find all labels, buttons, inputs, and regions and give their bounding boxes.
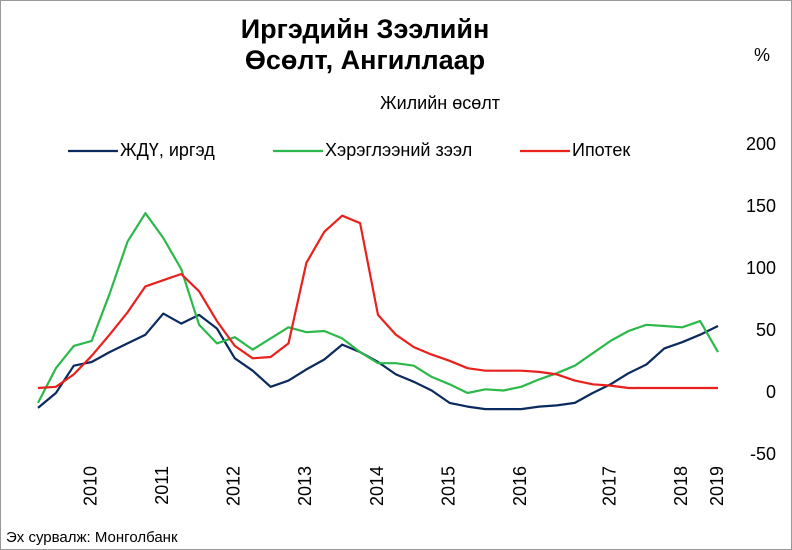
series-line [37,212,719,404]
x-tick-label: 2010 [80,466,100,506]
x-tick-label: 2017 [599,466,619,506]
series-line [37,214,718,390]
legend-label: Хэрэглээний зээл [325,140,472,160]
x-tick-label: 2016 [510,466,530,506]
chart-title: Иргэдийн Зээлийн Өсөлт, Ангиллаар [240,14,490,75]
series-line [37,312,719,411]
y-tick-label: 150 [746,196,776,216]
y-tick-label: 0 [766,382,776,402]
x-tick-label: 2018 [671,466,691,506]
y-axis-label: % [754,45,770,65]
source: Эх сурвалж: Монголбанк [6,529,178,546]
x-tick-label: 2012 [224,466,244,506]
y-tick-label: -50 [750,444,776,464]
legend-label: ЖДҮ, иргэд [120,140,215,160]
x-tick-label: 2019 [707,466,727,506]
x-tick-label: 2015 [438,466,458,506]
y-tick-label: 200 [746,134,776,154]
y-tick-label: 100 [746,258,776,278]
y-tick-label: 50 [756,320,776,340]
legend-label: Ипотек [572,140,630,160]
chart-subtitle: Жилийн өсөлт [380,93,500,113]
x-tick-label: 2013 [295,466,315,506]
x-tick-label: 2014 [367,466,387,506]
x-tick-label: 2011 [152,466,172,505]
